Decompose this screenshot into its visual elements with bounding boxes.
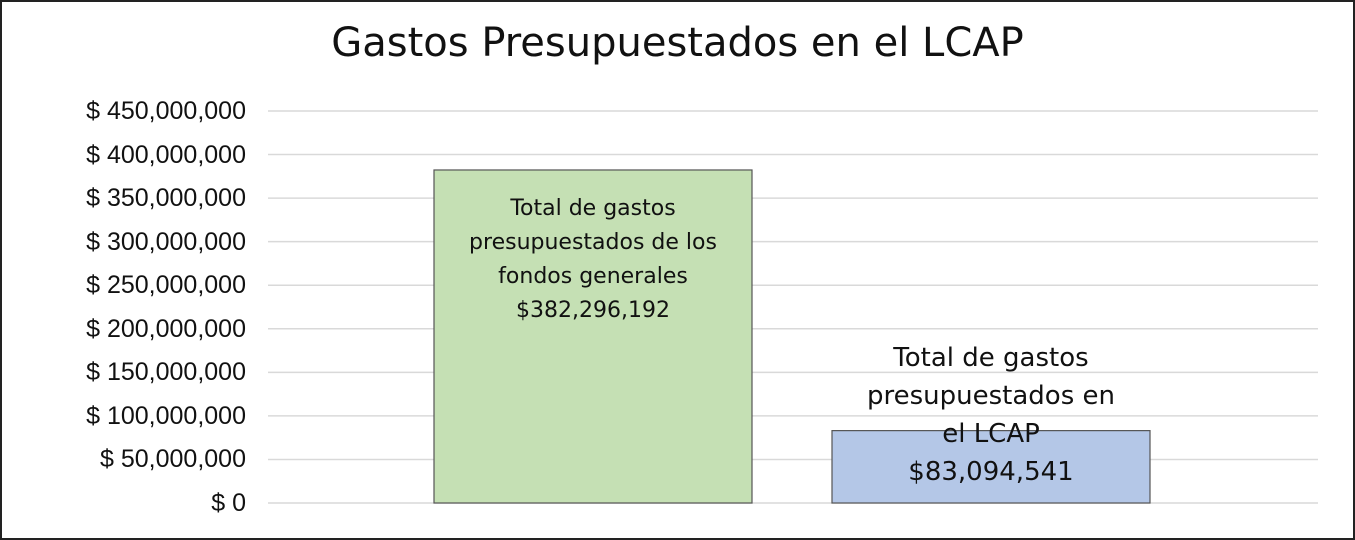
bar xyxy=(433,169,753,504)
y-tick-label: $ 250,000,000 xyxy=(86,271,246,300)
y-tick-label: $ 400,000,000 xyxy=(86,140,246,169)
y-tick-label: $ 300,000,000 xyxy=(86,227,246,256)
y-tick-label: $ 200,000,000 xyxy=(86,314,246,343)
chart-title: Gastos Presupuestados en el LCAP xyxy=(331,20,1024,66)
bar-label: Total de gastos presupuestados de los fo… xyxy=(469,195,717,289)
bar xyxy=(831,430,1151,504)
y-tick-label: $ 50,000,000 xyxy=(100,445,246,474)
bar-label: Total de gastos presupuestados en el LCA… xyxy=(867,342,1115,449)
y-tick-label: $ 150,000,000 xyxy=(86,358,246,387)
y-tick-label: $ 100,000,000 xyxy=(86,401,246,430)
y-tick-label: $ 450,000,000 xyxy=(86,97,246,125)
value-label: $382,296,192 xyxy=(516,297,670,323)
value-label: $83,094,541 xyxy=(908,456,1074,487)
y-tick-label: $ 350,000,000 xyxy=(86,184,246,213)
y-tick-label: $ 0 xyxy=(211,489,246,517)
